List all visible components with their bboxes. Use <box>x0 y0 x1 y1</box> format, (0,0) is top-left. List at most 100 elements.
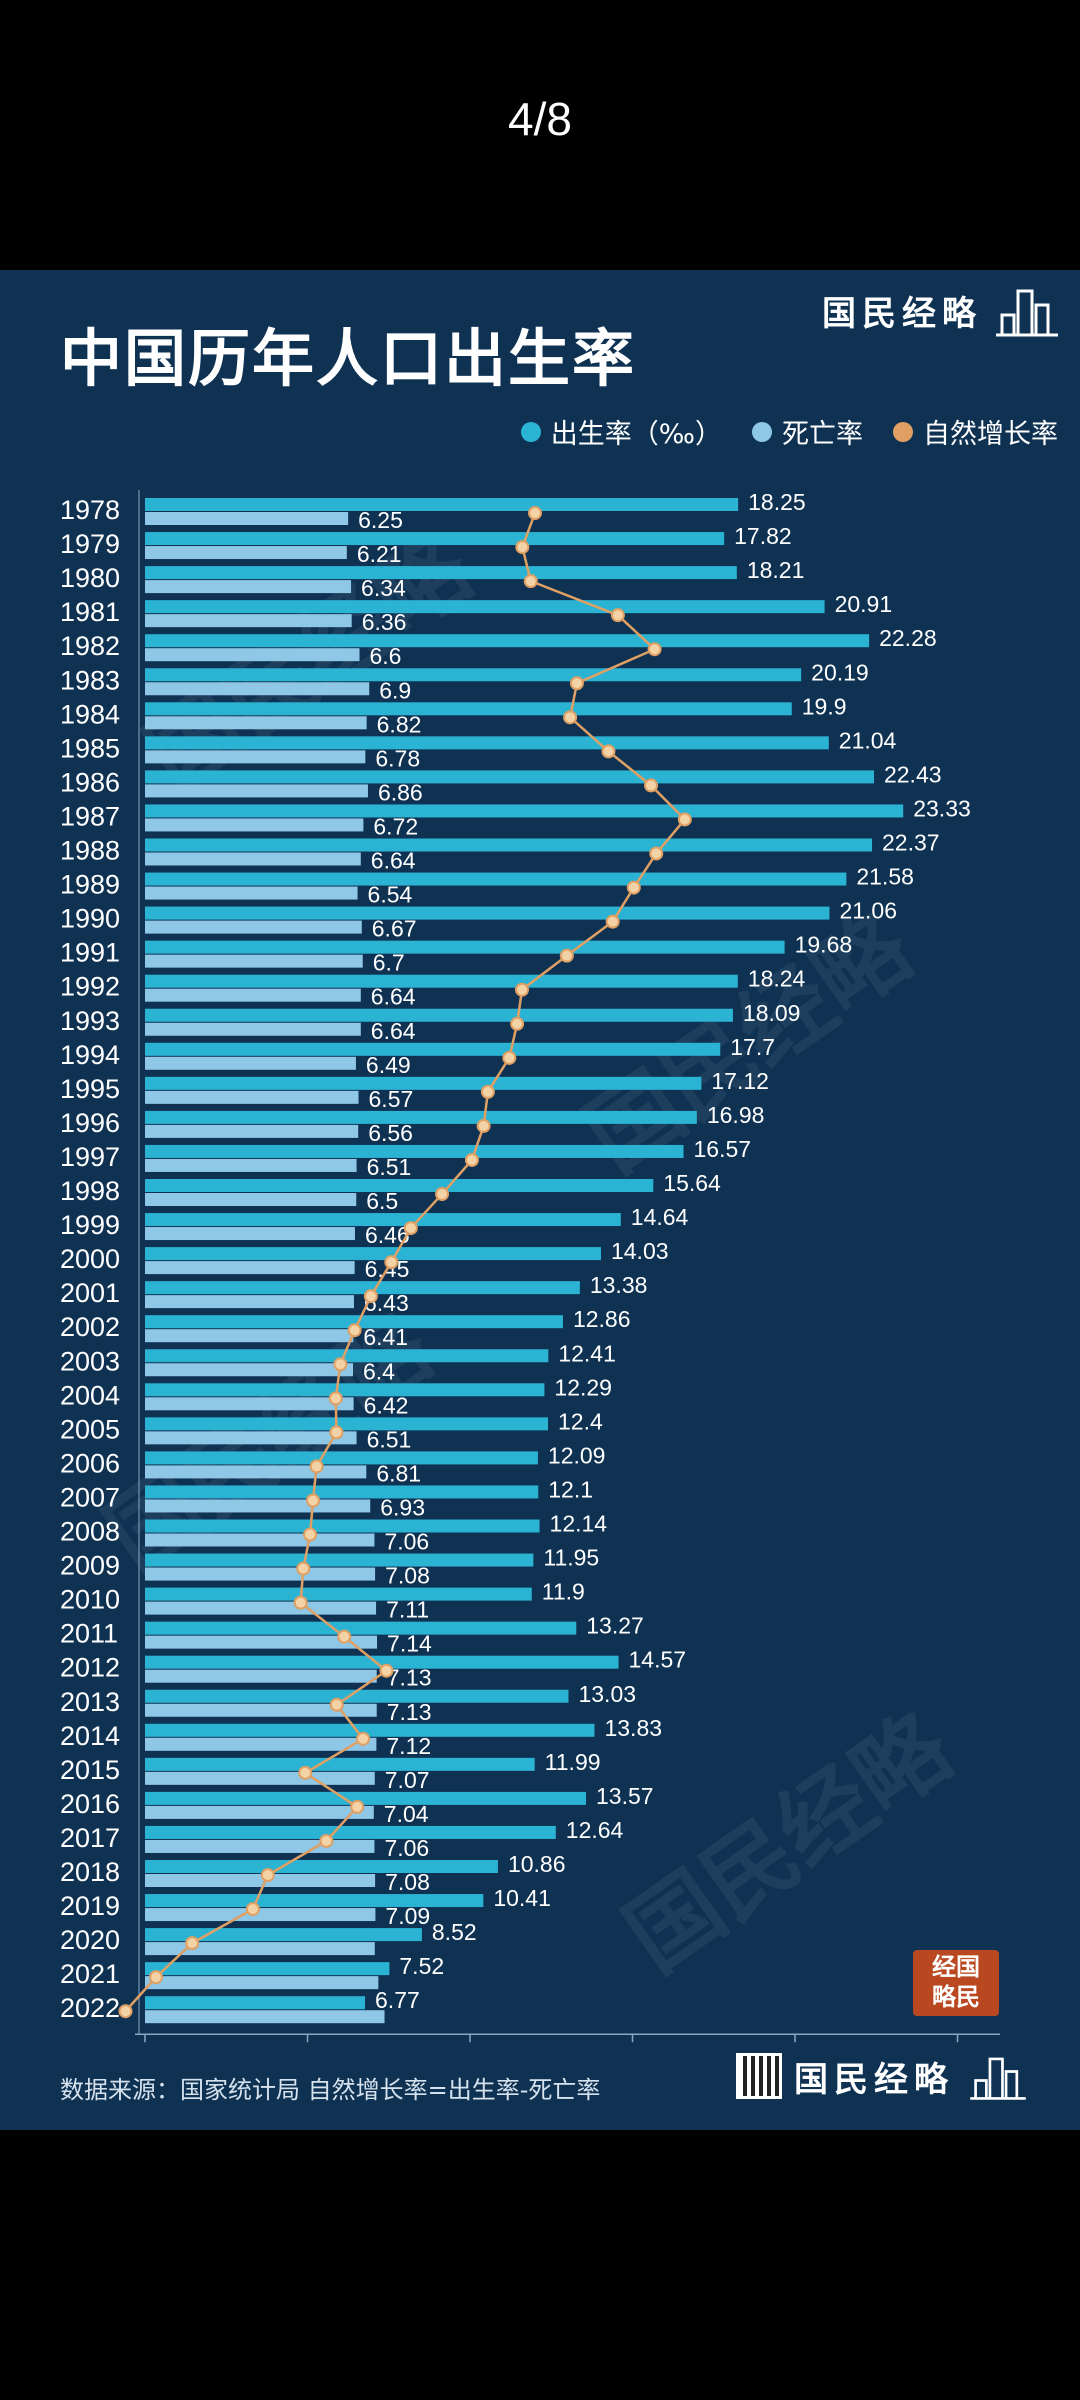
year-label: 1992 <box>60 972 120 1002</box>
birth-rate-bar <box>145 1825 556 1839</box>
year-label: 2019 <box>60 1891 120 1921</box>
birth-rate-bar <box>145 1008 733 1022</box>
death-rate-bar <box>145 1329 354 1343</box>
birth-rate-label: 12.14 <box>550 1511 608 1537</box>
birth-rate-bar <box>145 1076 702 1090</box>
death-rate-label: 6.34 <box>361 575 406 601</box>
year-label: 2015 <box>60 1755 120 1785</box>
birth-rate-label: 19.9 <box>802 693 847 719</box>
year-label: 2001 <box>60 1278 120 1308</box>
death-rate-label: 6.7 <box>373 950 405 976</box>
death-rate-bar <box>145 1261 355 1275</box>
brand-logo-bottom: 国民经略 <box>736 2050 1030 2102</box>
birth-rate-label: 12.4 <box>558 1408 603 1434</box>
year-label: 1984 <box>60 699 120 729</box>
birth-rate-bar <box>145 736 829 750</box>
death-rate-bar <box>145 1397 354 1411</box>
death-rate-label: 6.21 <box>357 541 402 567</box>
natural-growth-point <box>363 1289 378 1304</box>
death-rate-bar <box>145 2010 385 2024</box>
death-rate-label: 6.64 <box>371 984 416 1010</box>
death-rate-bar <box>145 614 352 628</box>
natural-growth-point <box>293 1595 308 1610</box>
death-rate-bar <box>145 1908 376 1922</box>
natural-growth-point <box>118 2004 133 2019</box>
year-label: 1981 <box>60 597 120 627</box>
birth-rate-label: 12.41 <box>558 1340 616 1366</box>
death-rate-bar <box>145 1942 375 1956</box>
birth-rate-label: 14.64 <box>631 1204 689 1230</box>
year-label: 2000 <box>60 1244 120 1274</box>
year-label: 2014 <box>60 1721 120 1751</box>
birth-rate-label: 21.58 <box>856 864 914 890</box>
year-label: 1988 <box>60 836 120 866</box>
birth-rate-label: 16.57 <box>694 1136 752 1162</box>
death-rate-bar <box>145 1090 359 1104</box>
birth-rate-label: 10.41 <box>493 1885 551 1911</box>
natural-growth-point <box>644 778 659 793</box>
death-rate-label: 6.64 <box>371 1018 416 1044</box>
year-label: 2017 <box>60 1823 120 1853</box>
birth-rate-bar <box>145 1417 548 1431</box>
birth-rate-label: 18.25 <box>748 489 806 515</box>
birth-rate-bar <box>145 940 785 954</box>
birth-rate-label: 20.19 <box>811 659 869 685</box>
legend: 出生率（‰） 死亡率 自然增长率 <box>520 412 1058 451</box>
birth-rate-bar <box>145 1757 535 1771</box>
qr-code-icon <box>736 2053 782 2099</box>
death-rate-label: 7.06 <box>384 1835 429 1861</box>
death-rate-label: 6.54 <box>368 882 413 908</box>
natural-growth-point <box>626 880 641 895</box>
birth-rate-bar <box>145 1042 721 1056</box>
natural-growth-point <box>296 1561 311 1576</box>
death-rate-label: 6.42 <box>364 1392 409 1418</box>
birth-rate-label: 17.82 <box>734 523 792 549</box>
birth-rate-bar <box>145 1383 545 1397</box>
death-rate-bar <box>145 1056 356 1070</box>
natural-growth-point <box>303 1527 318 1542</box>
year-label: 1993 <box>60 1006 120 1036</box>
year-label: 1985 <box>60 733 120 763</box>
birth-rate-label: 8.52 <box>432 1919 477 1945</box>
birth-rate-bar <box>145 1587 532 1601</box>
birth-rate-label: 15.64 <box>663 1170 721 1196</box>
birth-rate-label: 16.98 <box>707 1102 765 1128</box>
natural-growth-point <box>245 1902 260 1917</box>
year-label: 1982 <box>60 631 120 661</box>
year-label: 1996 <box>60 1108 120 1138</box>
natural-growth-point <box>502 1050 517 1065</box>
natural-growth-point <box>384 1255 399 1270</box>
death-rate-label: 6.25 <box>358 507 403 533</box>
birth-rate-bar <box>145 1621 577 1635</box>
death-rate-label: 6.41 <box>363 1324 408 1350</box>
death-rate-bar <box>145 1874 376 1887</box>
birth-rate-label: 13.83 <box>604 1715 662 1741</box>
natural-growth-point <box>149 1970 164 1985</box>
natural-growth-point <box>610 608 625 623</box>
birth-rate-bar <box>145 600 825 614</box>
birth-rate-bar <box>145 1349 549 1363</box>
year-label: 2008 <box>60 1517 120 1547</box>
birth-rate-bar <box>145 838 873 852</box>
year-label: 1986 <box>60 767 120 797</box>
death-rate-bar <box>145 1022 361 1036</box>
birth-rate-label: 18.21 <box>747 557 805 583</box>
death-rate-label: 7.13 <box>387 1699 432 1725</box>
death-rate-bar <box>145 954 363 968</box>
year-label: 1995 <box>60 1074 120 1104</box>
death-rate-bar <box>145 1124 359 1138</box>
birth-rate-bar <box>145 872 847 886</box>
birth-rate-label: 7.52 <box>399 1953 444 1979</box>
death-rate-label: 7.04 <box>384 1801 429 1827</box>
year-label: 1994 <box>60 1040 120 1070</box>
death-rate-bar <box>145 1499 371 1513</box>
death-rate-bar <box>145 750 366 764</box>
natural-growth-point <box>435 1187 450 1202</box>
death-rate-bar <box>145 988 361 1002</box>
year-label: 2018 <box>60 1857 120 1887</box>
building-icon <box>996 289 1058 337</box>
natural-growth-point <box>329 1697 344 1712</box>
natural-growth-point <box>347 1323 362 1338</box>
birth-rate-label: 13.38 <box>590 1272 648 1298</box>
birth-rate-bar <box>145 1110 697 1124</box>
